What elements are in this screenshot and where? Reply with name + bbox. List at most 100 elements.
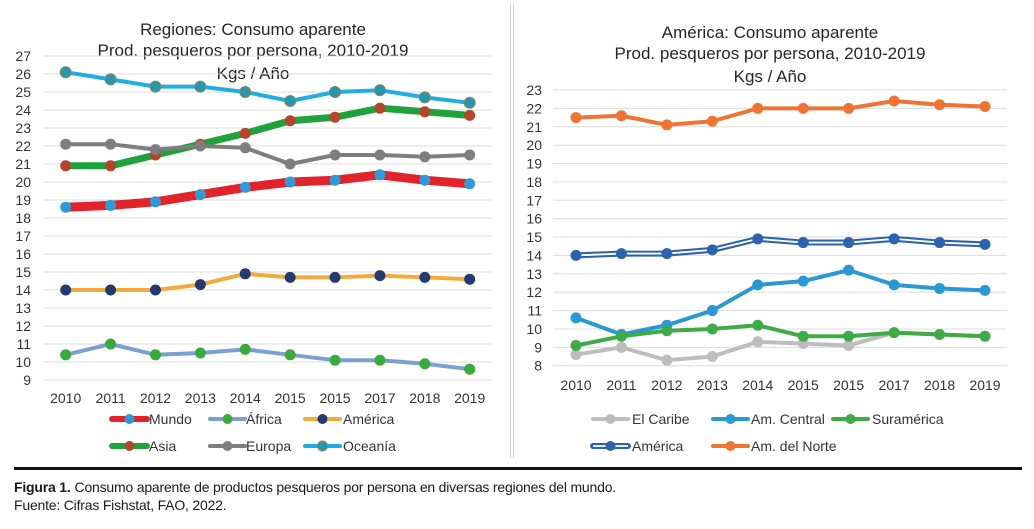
x-tick-label: 2018 [409, 390, 440, 406]
chart-title-line: Kgs / Año [734, 67, 807, 86]
y-tick-label: 15 [526, 229, 542, 245]
data-point [284, 271, 296, 283]
data-point [888, 327, 900, 339]
caption-label: Figura 1. [14, 479, 71, 495]
data-point [149, 196, 161, 208]
data-point [706, 244, 718, 256]
y-tick-label: 18 [15, 210, 31, 226]
x-tick-label: 2015 [275, 390, 306, 406]
y-tick-label: 11 [16, 336, 31, 352]
y-tick-label: 20 [15, 174, 31, 190]
data-point [374, 354, 386, 366]
legend-item-africa: África [208, 411, 282, 427]
data-point [60, 138, 72, 150]
data-point [284, 158, 296, 170]
legend-item-el-caribe: El Caribe [591, 411, 690, 427]
data-point [329, 271, 341, 283]
data-point [329, 174, 341, 186]
data-point [661, 119, 673, 131]
series-america [60, 268, 476, 296]
data-point [194, 140, 206, 152]
data-point [373, 84, 386, 97]
data-point [706, 351, 718, 363]
data-point [934, 99, 946, 111]
data-point [570, 249, 582, 261]
data-point [570, 339, 582, 351]
y-tick-label: 18 [526, 174, 542, 190]
chart-title-line: Prod. pesqueros por persona, 2010-2019 [615, 44, 926, 63]
data-point [194, 189, 206, 201]
series-am-central [570, 264, 991, 340]
y-tick-label: 23 [526, 82, 542, 98]
data-point [194, 347, 206, 359]
data-point [329, 354, 341, 366]
data-point [464, 109, 476, 121]
data-point [464, 149, 476, 161]
data-point [752, 336, 764, 348]
series-am-del-norte [570, 95, 991, 131]
chart-title: América: Consumo aparente Prod. pesqueros… [615, 23, 926, 86]
series-line [61, 170, 475, 212]
data-point [105, 284, 117, 296]
y-tick-label: 22 [526, 100, 542, 116]
y-tick-label: 13 [526, 266, 542, 282]
data-point [149, 284, 161, 296]
data-point [419, 106, 431, 118]
legend-label: Suramérica [872, 411, 944, 427]
data-point [104, 73, 117, 86]
y-tick-label: 19 [526, 156, 542, 172]
legend-label: América [632, 438, 684, 454]
x-tick-label: 2012 [140, 390, 171, 406]
data-point [843, 237, 855, 249]
y-tick-label: 17 [15, 228, 31, 244]
data-point [149, 80, 162, 93]
data-point [934, 237, 946, 249]
y-tick-label: 12 [15, 318, 31, 334]
x-tick-label: 2010 [50, 390, 81, 406]
data-point [979, 101, 991, 113]
data-point [374, 102, 386, 114]
data-point [105, 338, 117, 350]
caption-text: Consumo aparente de productos pesqueros … [74, 479, 617, 495]
legend-marker-icon [317, 440, 328, 452]
series-line [63, 142, 472, 166]
chart-title-line: Regiones: Consumo aparente [140, 20, 366, 39]
y-tick-label: 11 [527, 303, 542, 319]
data-point [60, 284, 72, 296]
x-tick-label: 2013 [697, 377, 728, 393]
data-point [239, 86, 252, 98]
x-tick-label: 2010 [560, 377, 591, 393]
data-point [615, 341, 627, 353]
y-tick-label: 10 [15, 354, 31, 370]
y-axis: 27 26 25 24 23 22 21 20 19 18 17 16 15 14 13 12 11 10 9 [15, 48, 31, 388]
caption-rule [14, 467, 1022, 470]
chart-title-line: América: Consumo aparente [662, 23, 878, 42]
series-line [62, 104, 474, 170]
data-point [979, 330, 991, 342]
series-line [574, 268, 987, 337]
data-point [661, 325, 673, 337]
legend: Mundo África América Asia Europa Oceanía [109, 411, 396, 454]
data-point [105, 138, 117, 150]
legend-item-oceania: Oceanía [303, 438, 396, 454]
data-point [843, 339, 855, 351]
y-tick-label: 8 [534, 358, 542, 374]
data-point [419, 174, 431, 186]
series-line [63, 342, 472, 372]
legend-label: Am. del Norte [751, 438, 837, 454]
x-tick-label: 2015 [788, 377, 819, 393]
y-tick-label: 16 [15, 246, 31, 262]
x-tick-label: 2011 [96, 390, 126, 406]
y-tick-label: 10 [526, 321, 542, 337]
y-tick-label: 9 [23, 372, 31, 388]
data-point [418, 91, 431, 104]
series-mundo [60, 169, 476, 213]
data-point [570, 312, 582, 324]
legend-marker-icon [317, 414, 328, 424]
legend-item-am-central: Am. Central [711, 411, 825, 427]
legend-item-am-del-norte: Am. del Norte [711, 438, 837, 454]
legend-label: Oceanía [343, 438, 396, 454]
data-point [60, 160, 72, 172]
series-america [570, 233, 991, 261]
data-point [60, 201, 72, 213]
